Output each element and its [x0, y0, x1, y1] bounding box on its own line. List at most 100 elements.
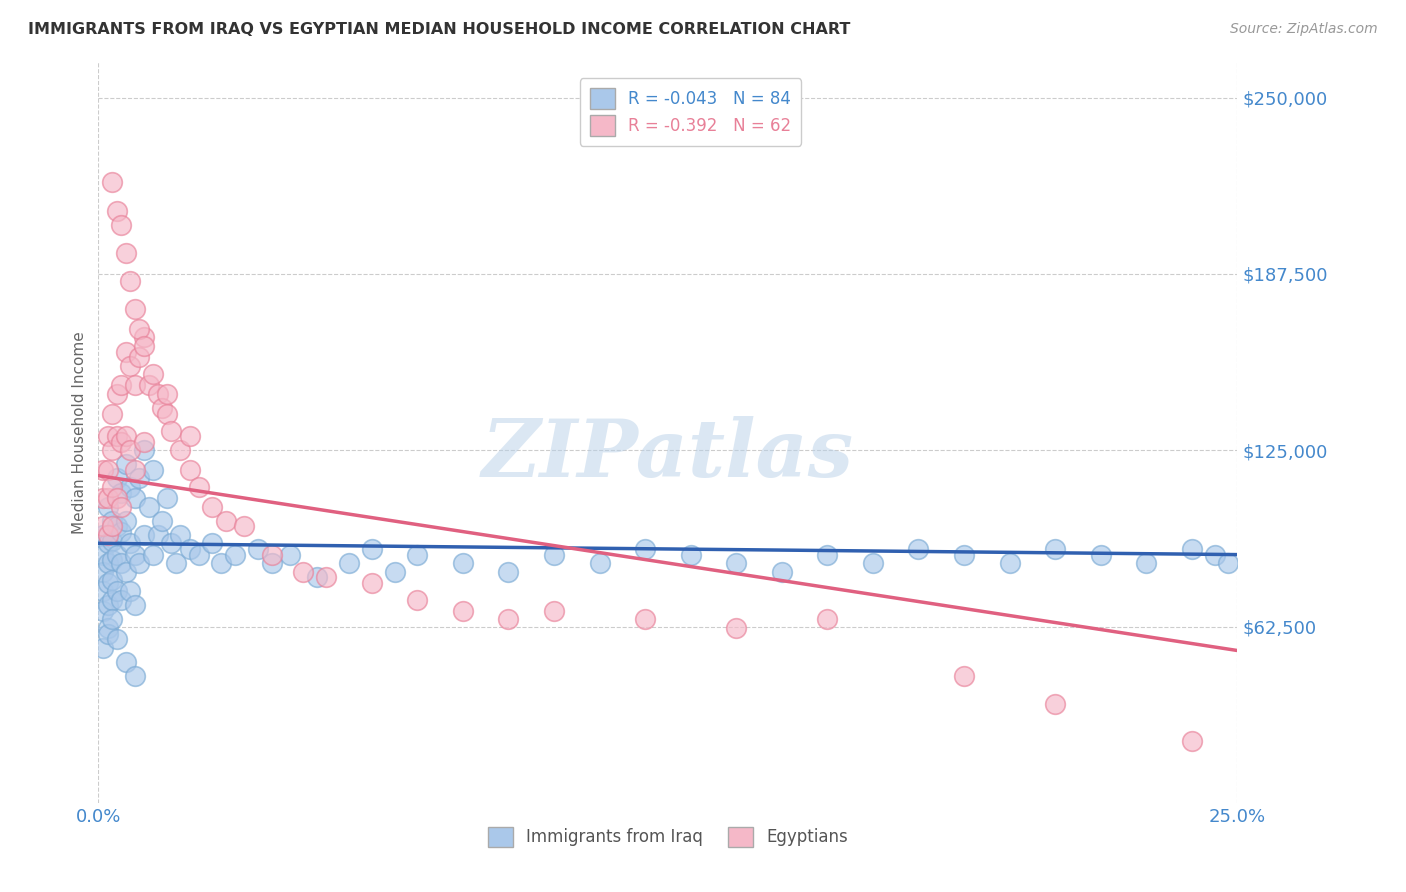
Point [105, 387, 128, 401]
Point [588, 556, 610, 570]
Point [114, 458, 136, 472]
Point [953, 669, 976, 683]
Legend: Immigrants from Iraq, Egyptians: Immigrants from Iraq, Egyptians [481, 820, 855, 854]
Point [124, 599, 146, 613]
Point [110, 556, 132, 570]
Point [169, 528, 191, 542]
Point [96, 491, 118, 506]
Point [124, 302, 146, 317]
Text: IMMIGRANTS FROM IRAQ VS EGYPTIAN MEDIAN HOUSEHOLD INCOME CORRELATION CHART: IMMIGRANTS FROM IRAQ VS EGYPTIAN MEDIAN … [28, 22, 851, 37]
Point [91, 584, 114, 599]
Point [120, 536, 142, 550]
Point [187, 548, 209, 562]
Point [96, 626, 118, 640]
Point [124, 548, 146, 562]
Point [101, 612, 124, 626]
Point [101, 533, 124, 548]
Point [233, 519, 256, 533]
Point [246, 541, 269, 556]
Point [634, 541, 657, 556]
Point [128, 556, 150, 570]
Point [101, 407, 124, 421]
Point [725, 621, 748, 635]
Point [132, 443, 155, 458]
Point [406, 592, 429, 607]
Point [132, 339, 155, 353]
Point [260, 556, 283, 570]
Point [160, 424, 183, 438]
Point [91, 565, 114, 579]
Point [179, 541, 201, 556]
Point [187, 480, 209, 494]
Point [201, 500, 224, 514]
Point [105, 203, 128, 218]
Point [120, 480, 142, 494]
Point [101, 480, 124, 494]
Point [498, 565, 520, 579]
Point [142, 367, 165, 381]
Point [150, 401, 173, 415]
Point [96, 621, 118, 635]
Point [120, 274, 142, 288]
Point [1043, 697, 1066, 711]
Point [315, 570, 337, 584]
Point [96, 599, 118, 613]
Point [110, 434, 132, 449]
Point [543, 604, 565, 618]
Point [862, 556, 884, 570]
Point [105, 519, 128, 533]
Point [120, 584, 142, 599]
Point [101, 573, 124, 587]
Point [953, 548, 976, 562]
Point [142, 548, 165, 562]
Point [725, 556, 748, 570]
Point [138, 500, 160, 514]
Point [114, 344, 136, 359]
Point [169, 443, 191, 458]
Point [278, 548, 301, 562]
Point [124, 378, 146, 392]
Point [1181, 541, 1204, 556]
Point [128, 471, 150, 485]
Point [120, 359, 142, 373]
Point [105, 548, 128, 562]
Point [96, 536, 118, 550]
Point [105, 632, 128, 647]
Text: Source: ZipAtlas.com: Source: ZipAtlas.com [1230, 22, 1378, 37]
Point [110, 592, 132, 607]
Point [679, 548, 702, 562]
Point [998, 556, 1021, 570]
Point [307, 570, 329, 584]
Point [101, 443, 124, 458]
Point [815, 548, 838, 562]
Point [91, 528, 114, 542]
Point [384, 565, 406, 579]
Point [224, 548, 246, 562]
Point [101, 519, 124, 533]
Point [110, 500, 132, 514]
Point [105, 584, 128, 599]
Point [101, 592, 124, 607]
Point [91, 463, 114, 477]
Point [146, 528, 169, 542]
Y-axis label: Median Household Income: Median Household Income [72, 331, 87, 534]
Point [91, 604, 114, 618]
Point [114, 655, 136, 669]
Point [907, 541, 929, 556]
Point [770, 565, 793, 579]
Point [128, 350, 150, 364]
Point [451, 604, 474, 618]
Point [179, 429, 201, 443]
Point [132, 528, 155, 542]
Point [96, 575, 118, 590]
Point [124, 669, 146, 683]
Point [114, 245, 136, 260]
Point [96, 500, 118, 514]
Point [142, 463, 165, 477]
Point [91, 519, 114, 533]
Point [132, 434, 155, 449]
Point [128, 322, 150, 336]
Point [150, 514, 173, 528]
Point [406, 548, 429, 562]
Text: ZIPatlas: ZIPatlas [482, 416, 853, 493]
